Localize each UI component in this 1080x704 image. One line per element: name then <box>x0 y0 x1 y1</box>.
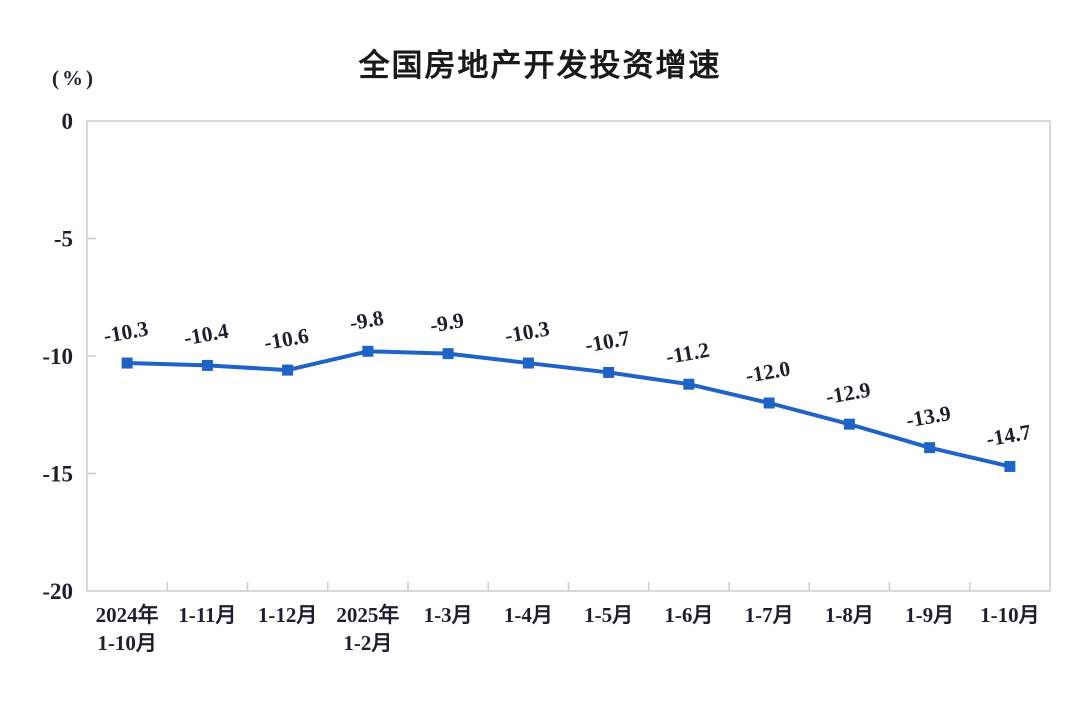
data-point-marker <box>522 357 534 369</box>
data-point-marker <box>201 359 213 371</box>
x-axis-label: 1-9月 <box>905 603 954 627</box>
chart-title: 全国房地产开发投资增速 <box>358 48 722 83</box>
data-point-marker <box>282 364 294 376</box>
x-axis-label: 2024年 <box>96 603 159 627</box>
series-line <box>125 349 1012 469</box>
data-point-marker <box>362 345 374 357</box>
x-axis-label: 1-6月 <box>664 603 713 627</box>
data-point-label: -10.3 <box>102 316 151 347</box>
data-point-label: -10.7 <box>583 326 632 357</box>
data-point-label: -12.9 <box>824 378 872 409</box>
plot-border <box>86 120 1051 592</box>
x-axis-label: 1-5月 <box>584 603 633 627</box>
data-point-label: -9.9 <box>428 308 466 338</box>
x-axis-label: 1-10月 <box>97 631 157 655</box>
data-point-label: -13.9 <box>904 401 952 432</box>
data-point-marker <box>763 397 775 409</box>
x-axis-label: 1-10月 <box>980 603 1040 627</box>
x-axis-label: 1-3月 <box>424 603 473 627</box>
y-tick-label: 0 <box>62 109 74 134</box>
data-point-label: -12.0 <box>744 356 792 387</box>
y-tick-label: -20 <box>42 579 73 604</box>
data-point-label: -10.3 <box>503 316 552 347</box>
data-point-marker <box>843 418 855 430</box>
data-point-marker <box>603 366 615 378</box>
y-tick-label: -10 <box>42 344 73 369</box>
data-point-label: -14.7 <box>985 420 1034 451</box>
x-axis-label: 1-4月 <box>504 603 553 627</box>
data-point-marker <box>121 357 133 369</box>
x-axis-label: 1-7月 <box>745 603 794 627</box>
x-axis-label: 2025年 <box>336 603 399 627</box>
y-axis-unit-label: (%) <box>52 66 96 90</box>
data-point-label: -11.2 <box>664 338 711 369</box>
y-tick-label: -15 <box>42 462 73 487</box>
y-tick-label: -5 <box>54 227 73 252</box>
data-point-marker <box>683 378 695 390</box>
data-point-marker <box>442 348 454 360</box>
data-point-label: -9.8 <box>348 306 386 336</box>
x-axis-label: 1-11月 <box>178 603 236 627</box>
x-axis-label: 1-2月 <box>343 631 392 655</box>
x-axis-label: 1-8月 <box>825 603 874 627</box>
data-point-marker <box>1004 460 1016 472</box>
data-point-label: -10.6 <box>262 323 311 354</box>
x-axis-label: 1-12月 <box>258 603 318 627</box>
data-point-marker <box>924 442 936 454</box>
data-point-label: -10.4 <box>182 319 231 350</box>
